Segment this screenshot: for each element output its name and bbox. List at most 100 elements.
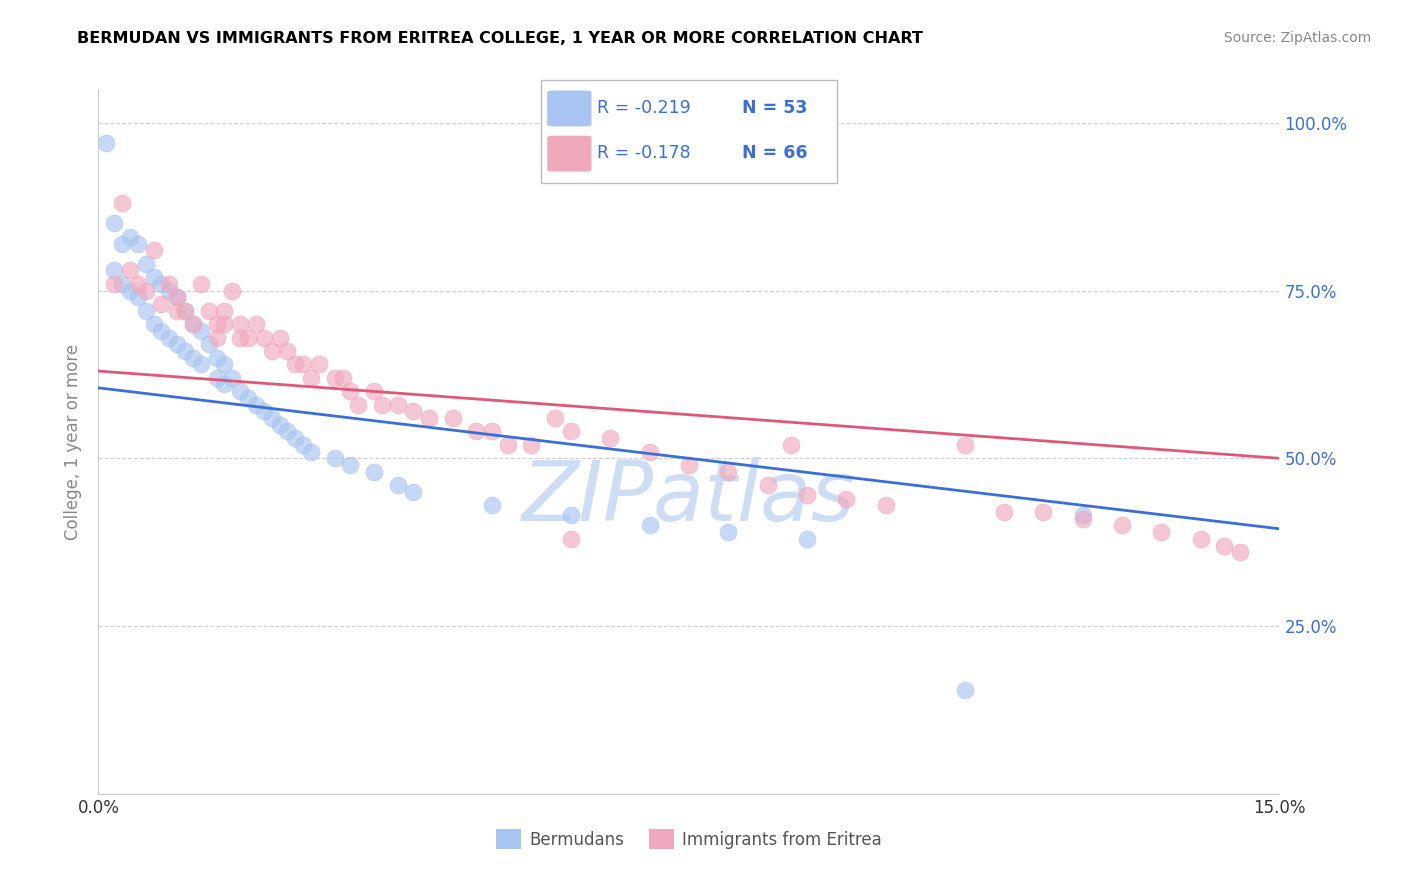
Point <box>214 357 236 371</box>
Point <box>284 357 307 371</box>
Point <box>174 303 197 318</box>
Point <box>221 371 243 385</box>
Point <box>150 297 173 311</box>
Point <box>560 425 582 439</box>
Point <box>253 404 276 418</box>
Point <box>756 478 779 492</box>
Legend: Bermudans, Immigrants from Eritrea: Bermudans, Immigrants from Eritrea <box>489 822 889 856</box>
Point <box>465 425 488 439</box>
Point <box>953 682 976 697</box>
Point <box>118 263 141 277</box>
Point <box>638 518 661 533</box>
Point <box>276 425 298 439</box>
Point <box>127 236 149 251</box>
Point <box>103 263 125 277</box>
Point <box>205 330 228 344</box>
Point <box>441 411 464 425</box>
Point <box>214 317 236 331</box>
Point <box>717 525 740 540</box>
Point <box>190 277 212 291</box>
Point <box>174 303 197 318</box>
Point <box>371 398 394 412</box>
Point <box>347 398 370 412</box>
Point <box>520 438 543 452</box>
Point <box>638 444 661 458</box>
Point <box>292 438 315 452</box>
Point <box>103 216 125 230</box>
Point <box>269 330 291 344</box>
Point <box>402 484 425 499</box>
Point <box>323 451 346 466</box>
FancyBboxPatch shape <box>541 80 837 183</box>
Point <box>166 337 188 351</box>
Point <box>332 371 354 385</box>
Point <box>1111 518 1133 533</box>
Point <box>205 317 228 331</box>
Point <box>339 384 361 399</box>
Point <box>560 508 582 523</box>
Point <box>166 290 188 304</box>
Point <box>190 324 212 338</box>
Point <box>229 384 252 399</box>
Point <box>229 330 252 344</box>
Point <box>253 330 276 344</box>
Point <box>418 411 440 425</box>
Point <box>276 343 298 358</box>
Text: ZIPatlas: ZIPatlas <box>522 458 856 539</box>
Point <box>135 284 157 298</box>
Point <box>181 317 204 331</box>
Point <box>299 371 322 385</box>
Point <box>1071 512 1094 526</box>
Point <box>387 478 409 492</box>
Point <box>678 458 700 472</box>
Point <box>481 498 503 512</box>
Point <box>835 491 858 506</box>
Point <box>214 377 236 392</box>
Point <box>127 290 149 304</box>
Point <box>544 411 567 425</box>
Point <box>245 398 267 412</box>
Point <box>221 284 243 298</box>
Point <box>1032 505 1054 519</box>
Point <box>166 303 188 318</box>
Point <box>402 404 425 418</box>
Point <box>111 277 134 291</box>
Text: N = 66: N = 66 <box>742 145 807 162</box>
Point <box>993 505 1015 519</box>
Point <box>157 330 180 344</box>
Point <box>142 244 165 258</box>
Point <box>339 458 361 472</box>
Point <box>181 351 204 365</box>
FancyBboxPatch shape <box>547 136 592 171</box>
Point <box>387 398 409 412</box>
Point <box>284 431 307 445</box>
Point <box>135 303 157 318</box>
Point <box>181 317 204 331</box>
Point <box>157 284 180 298</box>
Point <box>214 303 236 318</box>
Point <box>150 277 173 291</box>
Point <box>269 417 291 432</box>
Point <box>205 351 228 365</box>
Point <box>953 438 976 452</box>
Point <box>363 384 385 399</box>
Point <box>599 431 621 445</box>
Point <box>245 317 267 331</box>
Point <box>197 337 219 351</box>
Text: Source: ZipAtlas.com: Source: ZipAtlas.com <box>1223 31 1371 45</box>
Point <box>190 357 212 371</box>
Point <box>118 230 141 244</box>
Point <box>96 136 118 150</box>
Point <box>111 236 134 251</box>
Point <box>236 391 259 405</box>
Point <box>260 343 283 358</box>
Point <box>308 357 330 371</box>
Point <box>292 357 315 371</box>
Point <box>174 343 197 358</box>
Point <box>111 196 134 211</box>
Point <box>1229 545 1251 559</box>
Y-axis label: College, 1 year or more: College, 1 year or more <box>65 343 83 540</box>
Point <box>796 532 818 546</box>
Text: BERMUDAN VS IMMIGRANTS FROM ERITREA COLLEGE, 1 YEAR OR MORE CORRELATION CHART: BERMUDAN VS IMMIGRANTS FROM ERITREA COLL… <box>77 31 924 46</box>
Point <box>363 465 385 479</box>
